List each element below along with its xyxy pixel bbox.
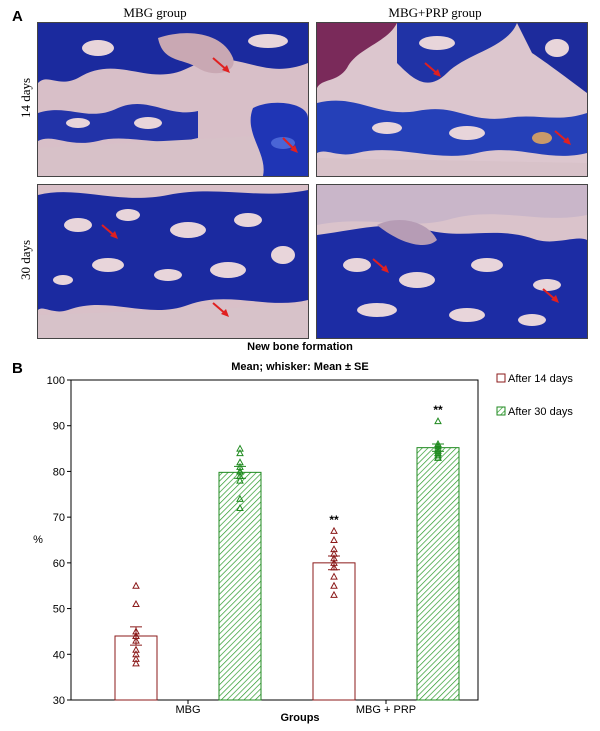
y-axis-label: % xyxy=(33,534,43,546)
legend-label: After 30 days xyxy=(508,406,573,418)
panel-a-letter: A xyxy=(12,8,23,25)
micrograph-mbg-30-days xyxy=(37,184,309,339)
data-point xyxy=(132,581,140,589)
y-tick-label: 60 xyxy=(53,558,65,570)
y-tick-label: 100 xyxy=(47,375,65,387)
chart-subtitle: Mean; whisker: Mean ± SE xyxy=(231,361,368,373)
data-point xyxy=(236,503,244,511)
x-tick-label: MBG + PRP xyxy=(356,704,416,716)
significance-label: ** xyxy=(433,403,443,417)
row-label-30-days: 30 days xyxy=(18,239,33,281)
data-point xyxy=(330,526,338,534)
data-point xyxy=(330,581,338,589)
data-point xyxy=(236,449,244,457)
legend-swatch xyxy=(496,406,506,416)
bar xyxy=(312,562,356,701)
y-tick-label: 90 xyxy=(53,421,65,433)
column-label-mbg: MBG group xyxy=(123,5,187,20)
significance-label: ** xyxy=(329,513,339,527)
x-tick-label: MBG xyxy=(175,704,200,716)
column-label-mbg-prp: MBG+PRP group xyxy=(388,5,482,20)
micrograph-mbg-14-days xyxy=(37,22,309,177)
bar-chart: New bone formation Mean; whisker: Mean ±… xyxy=(0,338,600,731)
data-point xyxy=(434,451,442,459)
chart-title: New bone formation xyxy=(247,341,353,353)
data-point xyxy=(330,563,338,571)
micrograph-mbg-prp-14-days xyxy=(316,22,588,177)
data-point xyxy=(330,572,338,580)
data-point xyxy=(330,590,338,598)
micrograph-mbg-prp-30-days xyxy=(316,184,588,339)
y-tick-label: 70 xyxy=(53,512,65,524)
row-label-14-days: 14 days xyxy=(18,77,33,119)
x-axis-label: Groups xyxy=(280,712,319,724)
legend-swatch xyxy=(496,373,506,383)
plot-frame xyxy=(70,379,479,701)
data-point xyxy=(236,494,244,502)
data-point xyxy=(434,453,442,461)
y-tick-label: 50 xyxy=(53,604,65,616)
panel-b-letter: B xyxy=(12,360,23,377)
bar xyxy=(416,447,460,701)
data-point xyxy=(330,535,338,543)
data-point xyxy=(132,636,140,644)
data-point xyxy=(434,417,442,425)
data-point xyxy=(132,599,140,607)
bar xyxy=(218,471,262,701)
y-tick-label: 30 xyxy=(53,695,65,707)
legend-label: After 14 days xyxy=(508,373,573,385)
chart-canvas: New bone formation Mean; whisker: Mean ±… xyxy=(33,341,573,724)
y-tick-label: 80 xyxy=(53,466,65,478)
data-point xyxy=(132,659,140,667)
data-point xyxy=(236,476,244,484)
y-tick-label: 40 xyxy=(53,649,65,661)
